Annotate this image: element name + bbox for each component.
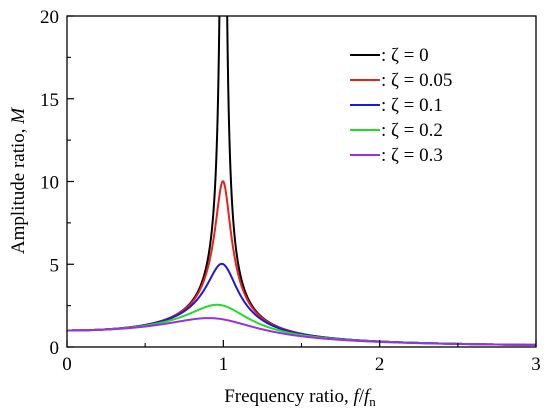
legend-label-0: : ζ = 0 (381, 45, 429, 66)
y-tick-label-1: 5 (50, 255, 60, 276)
x-tick-label-0: 0 (62, 354, 72, 375)
x-tick-label-2: 2 (375, 354, 385, 375)
y-tick-label-4: 20 (40, 7, 59, 28)
y-tick-label-0: 0 (50, 338, 60, 359)
x-tick-label-1: 1 (219, 354, 229, 375)
plot-frame (66, 15, 537, 348)
x-axis-title: Frequency ratio, f/fn (224, 386, 376, 409)
legend: : ζ = 0 : ζ = 0.05 : ζ = 0.1 : ζ = 0.2 : ζ =… (350, 45, 452, 166)
legend-label-1: : ζ = 0.05 (381, 70, 452, 91)
series-layer (67, 16, 536, 346)
y-tick-label-2: 10 (40, 173, 59, 194)
series-line-0 (67, 16, 536, 346)
series-line-1 (67, 180, 536, 346)
x-tick-label-3: 3 (531, 354, 541, 375)
legend-label-2: : ζ = 0.1 (381, 95, 443, 116)
legend-label-4: : ζ = 0.3 (381, 145, 443, 166)
legend-label-3: : ζ = 0.2 (381, 120, 443, 141)
ticks-layer: 0 1 2 3 0 5 10 15 20 (40, 7, 541, 375)
series-line-3 (67, 303, 536, 346)
y-axis-title: Amplitude ratio, M (8, 107, 29, 254)
series-line-4 (67, 317, 536, 346)
y-tick-label-3: 15 (40, 90, 59, 111)
